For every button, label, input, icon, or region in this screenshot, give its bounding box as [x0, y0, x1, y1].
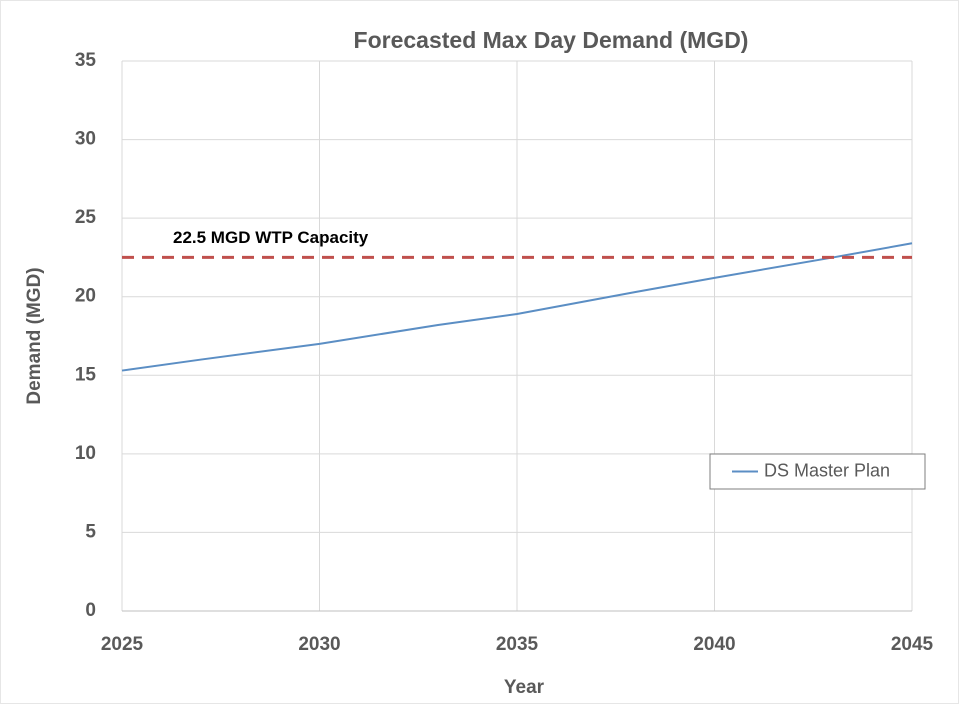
y-tick-label: 10 [75, 443, 96, 464]
legend: DS Master Plan [709, 453, 926, 490]
x-tick-label: 2025 [101, 634, 144, 655]
x-tick-label: 2035 [496, 634, 539, 655]
reference-label: 22.5 MGD WTP Capacity [173, 228, 369, 247]
x-tick-label: 2030 [298, 634, 340, 655]
y-tick-label: 5 [85, 521, 96, 542]
y-tick-label: 0 [85, 600, 96, 621]
series-line [121, 242, 913, 372]
y-tick-label: 35 [75, 50, 97, 71]
y-tick-label: 15 [75, 364, 97, 385]
y-tick-label: 30 [75, 129, 96, 150]
y-tick-label: 20 [75, 286, 96, 307]
legend-label: DS Master Plan [764, 460, 890, 480]
chart-title: Forecasted Max Day Demand (MGD) [354, 27, 749, 53]
y-axis-label: Demand (MGD) [24, 267, 45, 404]
x-axis-label: Year [504, 677, 545, 698]
x-tick-label: 2040 [693, 634, 735, 655]
y-tick-label: 25 [75, 207, 97, 228]
x-tick-label: 2045 [891, 634, 934, 655]
